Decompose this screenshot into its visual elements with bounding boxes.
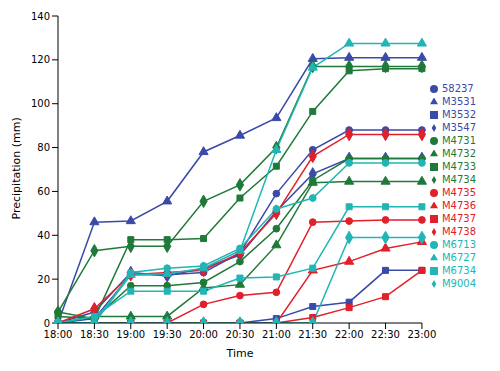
html-text:58237: 58237: [441, 82, 474, 94]
html-text:M4731: M4731: [441, 134, 476, 146]
svg-text:22:00: 22:00: [335, 329, 364, 340]
svg-text:40: 40: [37, 230, 50, 241]
svg-text:60: 60: [37, 186, 50, 197]
html-text:M4736: M4736: [441, 199, 476, 211]
html-text:M4737: M4737: [441, 212, 476, 224]
html-text:M4738: M4738: [441, 225, 476, 237]
svg-text:120: 120: [31, 54, 50, 65]
svg-text:21:00: 21:00: [262, 329, 291, 340]
html-text:M6713: M6713: [441, 238, 476, 250]
svg-text:22:30: 22:30: [371, 329, 400, 340]
html-text:M3532: M3532: [441, 108, 476, 120]
html-text:M3531: M3531: [441, 95, 476, 107]
svg-text:80: 80: [37, 142, 50, 153]
svg-text:23:00: 23:00: [408, 329, 437, 340]
svg-text:19:00: 19:00: [116, 329, 145, 340]
html-text:M4733: M4733: [441, 160, 476, 172]
svg-text:18:00: 18:00: [44, 329, 73, 340]
html-text:M9004: M9004: [441, 277, 476, 289]
html-text:M6727: M6727: [441, 251, 476, 263]
html-text:M3547: M3547: [441, 121, 476, 133]
svg-text:140: 140: [31, 11, 50, 22]
svg-text:Precipitation (mm): Precipitation (mm): [10, 117, 23, 219]
html-text:M4732: M4732: [441, 147, 476, 159]
svg-text:20:00: 20:00: [189, 329, 218, 340]
svg-text:Time: Time: [226, 347, 254, 360]
svg-text:18:30: 18:30: [80, 329, 109, 340]
html-text:M4735: M4735: [441, 186, 476, 198]
svg-text:20: 20: [37, 274, 50, 285]
svg-text:19:30: 19:30: [153, 329, 182, 340]
html-text:M4734: M4734: [441, 173, 476, 185]
svg-text:100: 100: [31, 98, 50, 109]
html-text:M6734: M6734: [441, 264, 476, 276]
svg-text:0: 0: [44, 318, 50, 329]
svg-text:21:30: 21:30: [298, 329, 327, 340]
svg-text:20:30: 20:30: [226, 329, 255, 340]
